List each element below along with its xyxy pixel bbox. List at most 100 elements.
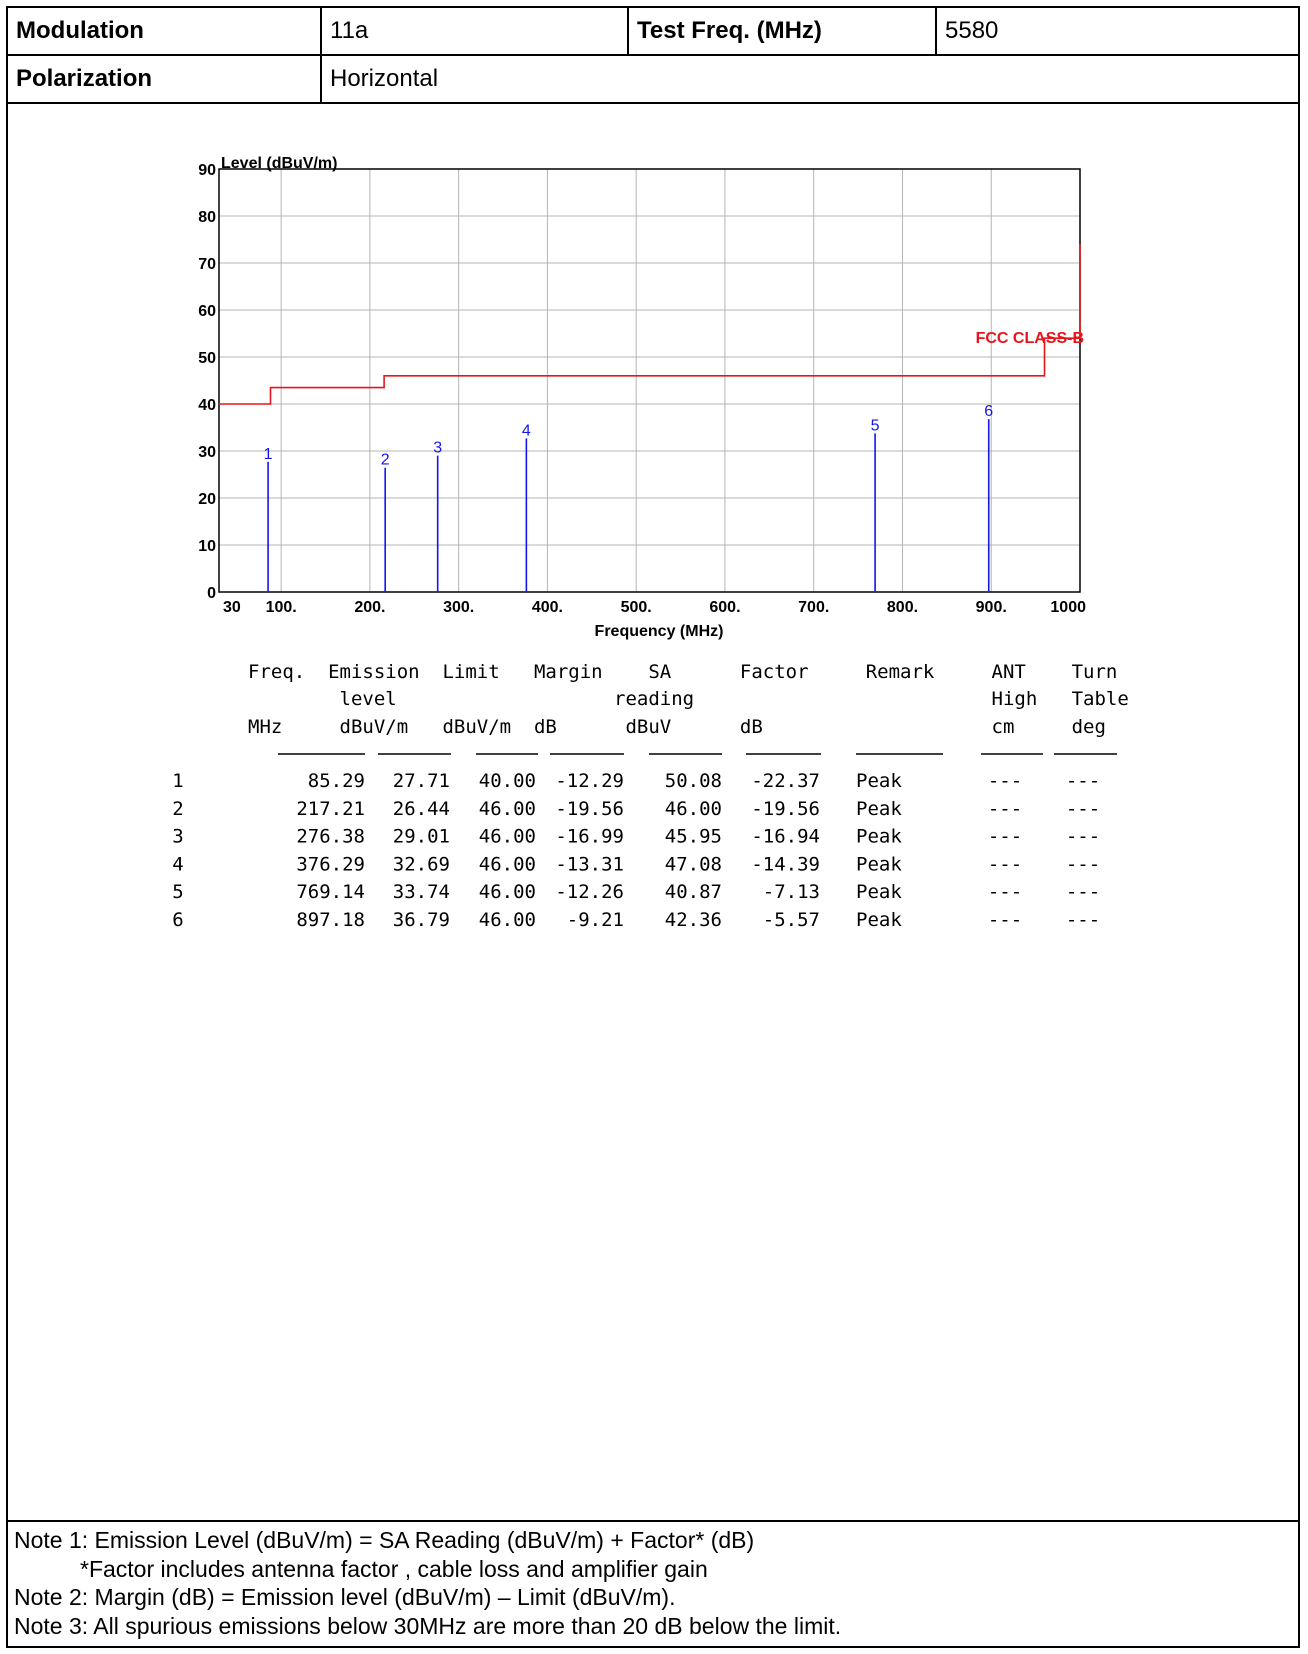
- modulation-value: 11a: [322, 8, 629, 54]
- marker-label: 5: [871, 417, 880, 434]
- limit-line: [219, 244, 1081, 405]
- results-cell-level: 26.44: [393, 798, 450, 820]
- notes-section: Note 1: Emission Level (dBuV/m) = SA Rea…: [8, 1520, 1298, 1640]
- results-table: Freq. Emission Limit Margin SA Factor Re…: [172, 661, 1129, 931]
- results-cell-remark: Peak: [856, 853, 902, 875]
- results-cell-margin: -19.56: [555, 798, 624, 820]
- results-cell-limit: 40.00: [479, 770, 536, 792]
- y-tick-labels: 0 10 20 30 40 50 60 70 80 90: [198, 162, 216, 602]
- results-cell-factor: -19.56: [751, 798, 820, 820]
- x-tick-labels: 30 100. 200. 300. 400. 500. 600. 700. 800. 900. 10…: [223, 599, 1086, 616]
- emission-chart: 1 2 3 4 5 6 0 10 20 30 40 50 60 70 80 90 30 100. 200. 300…: [198, 155, 1086, 640]
- y-tick-label: 50: [198, 350, 216, 367]
- results-cell-reading: 40.87: [665, 881, 722, 903]
- results-cell-turn: ---: [1066, 826, 1100, 848]
- results-cell-margin: -13.31: [555, 853, 624, 875]
- results-cell-reading: 46.00: [665, 798, 722, 820]
- results-cell-turn: ---: [1066, 909, 1100, 931]
- polarization-label: Polarization: [8, 56, 322, 102]
- results-cell-turn: ---: [1066, 881, 1100, 903]
- results-cell-freq: 276.38: [296, 826, 365, 848]
- x-tick-label: 100.: [266, 599, 297, 616]
- x-tick-label: 30: [223, 599, 241, 616]
- results-cell-margin: -9.21: [567, 909, 624, 931]
- results-cell-turn: ---: [1066, 853, 1100, 875]
- x-tick-label: 1000: [1050, 599, 1086, 616]
- results-cell-ant: ---: [988, 770, 1022, 792]
- x-tick-label: 200.: [354, 599, 385, 616]
- limit-line-label: FCC CLASS-B: [976, 330, 1084, 347]
- x-tick-label: 300.: [443, 599, 474, 616]
- results-rows: 1 85.29 27.71 40.00 -12.29 50.08 -22.37 Peak ---…: [172, 770, 1100, 931]
- marker-label: 3: [433, 440, 442, 457]
- results-cell-turn: ---: [1066, 770, 1100, 792]
- results-cell-no: 6: [172, 909, 183, 931]
- results-cell-margin: -12.29: [555, 770, 624, 792]
- x-tick-label: 500.: [621, 599, 652, 616]
- results-cell-freq: 897.18: [296, 909, 365, 931]
- results-cell-no: 4: [172, 853, 183, 875]
- note-1-sub: *Factor includes antenna factor , cable …: [80, 1555, 708, 1582]
- marker-label: 1: [264, 446, 273, 463]
- results-cell-level: 29.01: [393, 826, 450, 848]
- report-frame: Modulation 11a Test Freq. (MHz) 5580 Pol…: [6, 6, 1300, 1648]
- results-cell-limit: 46.00: [479, 853, 536, 875]
- results-cell-limit: 46.00: [479, 881, 536, 903]
- x-tick-label: 700.: [798, 599, 829, 616]
- plot-frame: [218, 168, 1081, 593]
- test-freq-value: 5580: [945, 17, 999, 44]
- y-tick-label: 40: [198, 397, 216, 414]
- results-cell-limit: 46.00: [479, 909, 536, 931]
- results-cell-remark: Peak: [856, 881, 902, 903]
- results-cell-level: 36.79: [393, 909, 450, 931]
- limit-line-group: [219, 244, 1081, 405]
- x-tick-label: 600.: [709, 599, 740, 616]
- results-cell-remark: Peak: [856, 909, 902, 931]
- results-cell-ant: ---: [988, 881, 1022, 903]
- results-cell-reading: 45.95: [665, 826, 722, 848]
- results-cell-freq: 85.29: [308, 770, 365, 792]
- results-cell-factor: -14.39: [751, 853, 820, 875]
- marker-group: 1 2 3 4 5 6: [264, 403, 993, 592]
- results-header-line3: MHz dBuV/m dBuV/m dB dBuV dB cm deg: [248, 716, 1106, 738]
- y-tick-label: 70: [198, 256, 216, 273]
- results-cell-no: 3: [172, 826, 183, 848]
- y-tick-label: 90: [198, 162, 216, 179]
- results-cell-ant: ---: [988, 909, 1022, 931]
- results-cell-margin: -12.26: [555, 881, 624, 903]
- polarization-value: Horizontal: [330, 65, 439, 92]
- y-tick-label: 10: [198, 538, 216, 555]
- results-cell-no: 2: [172, 798, 183, 820]
- results-cell-no: 5: [172, 881, 183, 903]
- results-cell-ant: ---: [988, 826, 1022, 848]
- y-tick-label: 20: [198, 491, 216, 508]
- x-tick-label: 800.: [887, 599, 918, 616]
- results-cell-remark: Peak: [856, 770, 902, 792]
- results-cell-freq: 217.21: [296, 798, 365, 820]
- results-cell-freq: 376.29: [296, 853, 365, 875]
- note-1: Note 1: Emission Level (dBuV/m) = SA Rea…: [14, 1527, 755, 1553]
- header-row-1: Modulation 11a Test Freq. (MHz) 5580: [8, 8, 1298, 56]
- note-2: Note 2: Margin (dB) = Emission level (dB…: [14, 1584, 676, 1610]
- x-tick-label: 900.: [976, 599, 1007, 616]
- marker-label: 2: [381, 452, 390, 469]
- results-cell-factor: -22.37: [751, 770, 820, 792]
- modulation-label: Modulation: [8, 8, 322, 54]
- results-cell-level: 27.71: [393, 770, 450, 792]
- test-freq-label: Test Freq. (MHz): [629, 8, 937, 54]
- y-axis-label: Level (dBuV/m): [221, 155, 337, 172]
- results-cell-level: 32.69: [393, 853, 450, 875]
- note-3: Note 3: All spurious emissions below 30M…: [14, 1612, 842, 1639]
- results-cell-no: 1: [172, 770, 183, 792]
- x-axis-label: Frequency (MHz): [595, 623, 724, 640]
- results-cell-reading: 47.08: [665, 853, 722, 875]
- x-tick-label: 400.: [532, 599, 563, 616]
- marker-label: 6: [984, 403, 993, 420]
- results-cell-remark: Peak: [856, 826, 902, 848]
- results-cell-level: 33.74: [393, 881, 450, 903]
- results-cell-reading: 50.08: [665, 770, 722, 792]
- results-header-line2: level reading High Table: [248, 688, 1129, 710]
- results-cell-ant: ---: [988, 853, 1022, 875]
- y-tick-label: 30: [198, 444, 216, 461]
- results-cell-factor: -7.13: [763, 881, 820, 903]
